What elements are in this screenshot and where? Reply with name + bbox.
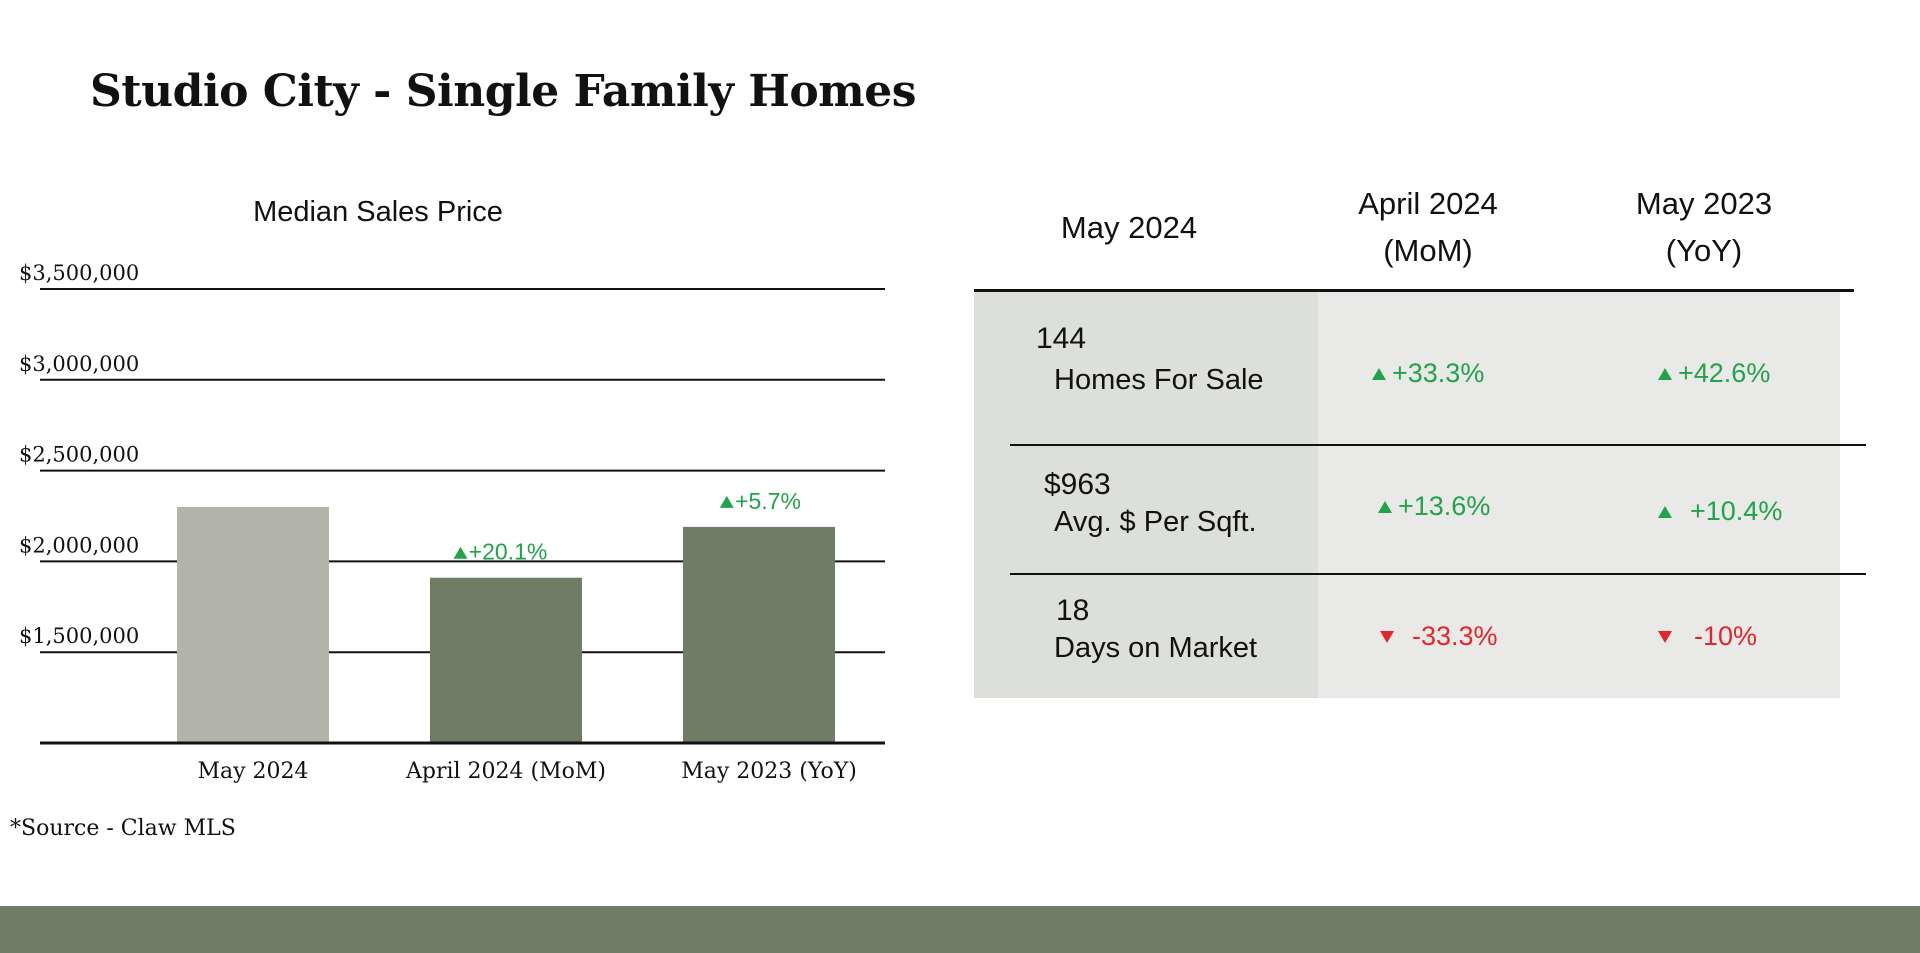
bar [177, 506, 329, 743]
bar [683, 526, 835, 743]
row-divider [1010, 573, 1866, 575]
header-mom: April 2024 (MoM) [1358, 186, 1498, 268]
bar-change-label: +5.7% [719, 488, 801, 514]
days-on-market-mom-delta: -33.3% [1380, 621, 1498, 652]
triangle-up-icon [1658, 367, 1672, 380]
homes-for-sale-yoy-delta: +42.6% [1658, 358, 1770, 389]
column-bg-mom [1318, 291, 1566, 698]
header-divider [974, 289, 1854, 292]
row-divider [1010, 444, 1866, 446]
days-on-market-label: Days on Market [1054, 632, 1258, 664]
price-per-sqft-label: Avg. $ Per Sqft. [1054, 506, 1257, 538]
bar-change-text: +20.1% [469, 539, 548, 565]
triangle-down-icon [1380, 630, 1394, 643]
triangle-up-icon [719, 495, 734, 508]
metrics-table: May 2024 April 2024 (MoM) May 2023 (YoY)… [974, 180, 1866, 700]
bar [430, 577, 582, 743]
source-note: *Source - Claw MLS [10, 816, 236, 841]
y-tick-label: $2,000,000 [19, 533, 139, 557]
page-title: Studio City - Single Family Homes [90, 66, 917, 117]
y-tick-label: $2,500,000 [19, 443, 139, 467]
header-yoy: May 2023 (YoY) [1635, 186, 1773, 268]
footer-band [0, 906, 1920, 953]
x-tick-label: May 2024 [197, 759, 308, 784]
price-per-sqft-value: $963 [1044, 468, 1111, 501]
chart-title: Median Sales Price [253, 196, 503, 228]
y-tick-label: $3,500,000 [19, 261, 139, 285]
column-bg-yoy [1566, 291, 1840, 698]
triangle-up-icon [1378, 500, 1392, 513]
triangle-up-icon [1372, 367, 1386, 380]
homes-for-sale-value: 144 [1036, 322, 1087, 355]
triangle-up-icon [453, 546, 468, 559]
homes-for-sale-label: Homes For Sale [1054, 364, 1264, 396]
y-tick-label: $3,000,000 [19, 352, 139, 376]
days-on-market-value: 18 [1056, 594, 1090, 627]
bar-change-label: +20.1% [453, 539, 548, 565]
price-per-sqft-yoy-delta: +10.4% [1658, 496, 1782, 527]
x-tick-label: April 2024 (MoM) [405, 759, 606, 784]
price-per-sqft-mom-delta: +13.6% [1378, 491, 1490, 522]
y-tick-label: $1,500,000 [19, 624, 139, 648]
bar-change-text: +5.7% [735, 488, 801, 514]
header-current: May 2024 [1060, 210, 1198, 245]
days-on-market-yoy-delta: -10% [1658, 621, 1757, 652]
homes-for-sale-mom-delta: +33.3% [1372, 358, 1484, 389]
median-sales-price-chart: Median Sales Price $1,500,000 $2,000,000 $2… [19, 196, 885, 784]
column-bg-current [974, 291, 1318, 698]
x-tick-label: May 2023 (YoY) [681, 759, 857, 784]
triangle-down-icon [1658, 630, 1672, 643]
triangle-up-icon [1658, 505, 1672, 518]
